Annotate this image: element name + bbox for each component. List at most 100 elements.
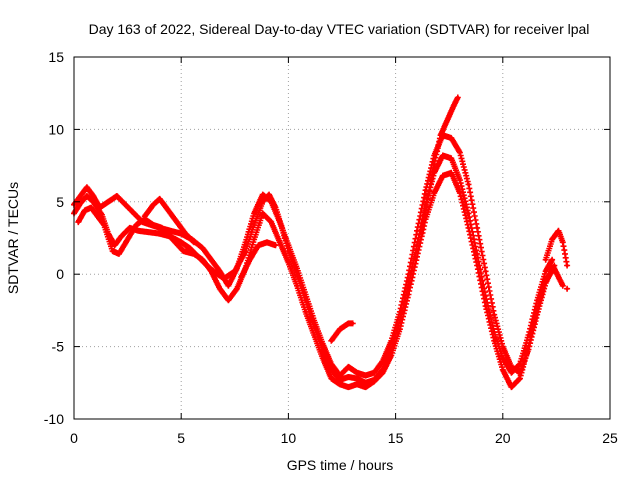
data-point <box>535 307 539 311</box>
x-tick-label: 25 <box>602 430 618 446</box>
x-axis-label: GPS time / hours <box>287 457 394 473</box>
data-point <box>128 226 132 230</box>
y-tick-label: -10 <box>44 411 64 427</box>
data-point <box>415 229 419 233</box>
data-point <box>441 174 445 178</box>
y-tick-label: -5 <box>52 339 65 355</box>
data-point <box>126 237 130 241</box>
data-point <box>265 240 269 244</box>
data-point <box>312 333 316 337</box>
data-point <box>151 203 155 207</box>
data-point <box>415 255 419 259</box>
data-point <box>123 203 128 207</box>
data-point <box>449 156 453 160</box>
data-point <box>509 385 513 389</box>
data-point <box>321 356 325 360</box>
data-point <box>556 229 561 233</box>
data-point <box>78 201 82 205</box>
y-tick-label: 10 <box>48 121 64 137</box>
series-markers <box>75 169 566 391</box>
data-point <box>565 263 569 268</box>
series-track-1 <box>71 152 556 386</box>
data-point <box>355 382 359 386</box>
data-point <box>492 339 496 343</box>
data-point <box>209 258 213 262</box>
data-point <box>83 208 87 213</box>
data-point <box>544 278 548 282</box>
data-point <box>458 151 462 155</box>
data-point <box>432 191 436 195</box>
data-point <box>458 178 462 182</box>
data-point <box>372 371 376 375</box>
data-point <box>509 371 513 375</box>
data-point <box>188 246 192 250</box>
data-point <box>501 368 505 372</box>
data-layer <box>71 94 571 391</box>
data-point <box>406 292 411 297</box>
data-point <box>158 232 162 236</box>
data-point <box>544 258 548 262</box>
data-point <box>484 304 488 308</box>
data-point <box>209 269 213 273</box>
data-point <box>286 261 290 265</box>
data-point <box>171 237 175 241</box>
data-point <box>179 240 183 244</box>
data-point <box>226 298 230 302</box>
data-point <box>561 240 565 244</box>
data-point <box>364 385 368 389</box>
data-point <box>201 258 205 262</box>
data-point <box>381 371 385 375</box>
data-point <box>295 266 299 270</box>
data-point <box>351 321 355 325</box>
data-point <box>132 211 136 215</box>
data-point <box>565 287 569 291</box>
data-point <box>449 171 453 175</box>
series-track-7 <box>418 94 461 237</box>
data-point <box>389 339 393 343</box>
data-point <box>451 104 456 108</box>
data-point <box>439 133 443 137</box>
data-point <box>389 353 393 357</box>
data-point <box>286 243 290 247</box>
data-point <box>175 220 179 224</box>
x-tick-label: 5 <box>177 430 185 446</box>
data-point <box>261 211 265 215</box>
data-point <box>166 208 170 213</box>
data-point <box>355 371 359 375</box>
data-point <box>218 287 222 291</box>
data-point <box>158 197 162 201</box>
data-point <box>346 375 350 379</box>
data-point <box>160 226 164 230</box>
data-point <box>239 275 243 279</box>
data-point <box>136 229 140 233</box>
x-tick-label: 10 <box>281 430 297 446</box>
x-tick-label: 15 <box>388 430 404 446</box>
data-point <box>550 258 554 262</box>
data-point <box>183 232 188 236</box>
data-point <box>466 182 471 186</box>
data-point <box>406 272 411 276</box>
data-point <box>466 226 471 230</box>
data-point <box>235 266 239 270</box>
data-point <box>338 382 342 386</box>
y-axis-label: SDTVAR / TECUs <box>5 182 21 294</box>
data-point <box>91 194 95 198</box>
data-point <box>321 342 325 346</box>
data-point <box>181 249 185 253</box>
y-tick-label: 0 <box>56 266 64 282</box>
series-track-4 <box>141 195 198 246</box>
data-point <box>267 193 271 197</box>
data-point <box>544 269 548 273</box>
series-track-5 <box>238 239 279 281</box>
data-point <box>426 197 430 201</box>
data-point <box>518 376 522 381</box>
data-point <box>89 206 93 210</box>
data-point <box>458 191 462 195</box>
data-point <box>398 327 402 331</box>
data-point <box>364 374 368 378</box>
data-point <box>106 200 110 204</box>
data-point <box>381 359 385 363</box>
data-point <box>192 252 196 256</box>
data-point <box>432 162 436 166</box>
